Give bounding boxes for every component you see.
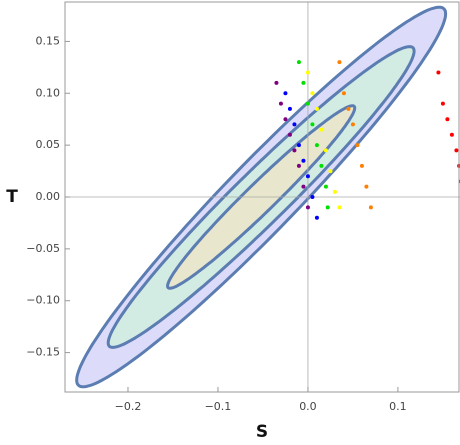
point bbox=[346, 106, 351, 111]
x-tick-label: 0.0 bbox=[299, 400, 317, 413]
point bbox=[323, 184, 328, 189]
point bbox=[445, 117, 450, 122]
point bbox=[359, 163, 364, 168]
point bbox=[314, 106, 319, 111]
x-tick-label: −0.1 bbox=[205, 400, 232, 413]
point bbox=[305, 101, 310, 106]
point bbox=[449, 132, 454, 137]
point bbox=[440, 101, 445, 106]
point bbox=[454, 148, 459, 153]
point bbox=[305, 205, 310, 210]
x-tick-label: 0.1 bbox=[389, 400, 407, 413]
point bbox=[287, 106, 292, 111]
point bbox=[301, 184, 306, 189]
point bbox=[296, 143, 301, 148]
point bbox=[319, 163, 324, 168]
y-tick-label: −0.15 bbox=[26, 346, 60, 359]
y-tick-label: 0.00 bbox=[36, 190, 61, 203]
point bbox=[296, 60, 301, 65]
point bbox=[337, 60, 342, 65]
point bbox=[328, 169, 333, 174]
y-tick-label: −0.10 bbox=[26, 294, 60, 307]
y-axis-label: T bbox=[6, 187, 18, 207]
point bbox=[310, 122, 315, 127]
y-tick-label: −0.05 bbox=[26, 242, 60, 255]
point bbox=[314, 143, 319, 148]
point bbox=[310, 91, 315, 96]
point bbox=[301, 158, 306, 163]
point bbox=[355, 143, 360, 148]
point bbox=[305, 174, 310, 179]
x-axis-label: S bbox=[256, 422, 268, 442]
point bbox=[296, 163, 301, 168]
point bbox=[436, 70, 441, 75]
point bbox=[364, 184, 369, 189]
point bbox=[292, 148, 297, 153]
point bbox=[301, 80, 306, 85]
point bbox=[305, 70, 310, 75]
point bbox=[278, 101, 283, 106]
point bbox=[319, 127, 324, 132]
point bbox=[310, 195, 315, 199]
point bbox=[325, 205, 330, 210]
point bbox=[337, 205, 342, 210]
point bbox=[292, 122, 297, 127]
point bbox=[287, 132, 292, 137]
plot-area bbox=[65, 2, 460, 392]
y-tick-label: 0.10 bbox=[36, 86, 61, 99]
point bbox=[368, 205, 373, 210]
point bbox=[314, 215, 319, 220]
point bbox=[274, 80, 279, 85]
point bbox=[323, 148, 328, 153]
point bbox=[350, 122, 355, 127]
x-tick-label: −0.2 bbox=[115, 400, 142, 413]
y-tick-label: 0.15 bbox=[36, 34, 61, 47]
point bbox=[283, 117, 288, 122]
point bbox=[283, 91, 288, 96]
y-tick-label: 0.05 bbox=[36, 138, 61, 151]
point bbox=[332, 189, 337, 194]
point bbox=[341, 91, 346, 96]
